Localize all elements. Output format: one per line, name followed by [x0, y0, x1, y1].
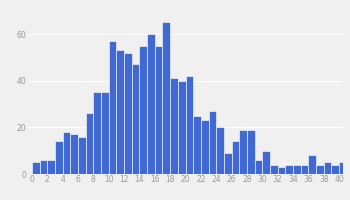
Bar — [139, 46, 147, 174]
Bar — [308, 155, 316, 174]
Bar — [63, 132, 70, 174]
Bar — [124, 53, 132, 174]
Bar — [178, 81, 186, 174]
Bar — [209, 111, 216, 174]
Bar — [285, 165, 293, 174]
Bar — [78, 137, 86, 174]
Bar — [278, 167, 285, 174]
Bar — [255, 160, 262, 174]
Bar — [347, 162, 350, 174]
Bar — [293, 165, 301, 174]
Bar — [270, 165, 278, 174]
Bar — [232, 141, 239, 174]
Bar — [186, 76, 193, 174]
Bar — [70, 134, 78, 174]
Bar — [108, 41, 116, 174]
Bar — [101, 92, 108, 174]
Bar — [162, 22, 170, 174]
Bar — [239, 130, 247, 174]
Bar — [116, 50, 124, 174]
Bar — [301, 165, 308, 174]
Bar — [155, 46, 162, 174]
Bar — [247, 130, 255, 174]
Bar — [132, 64, 139, 174]
Bar — [216, 127, 224, 174]
Bar — [47, 160, 55, 174]
Bar — [32, 162, 40, 174]
Bar — [170, 78, 178, 174]
Bar — [339, 162, 347, 174]
Bar — [193, 116, 201, 174]
Bar — [262, 151, 270, 174]
Bar — [93, 92, 101, 174]
Bar — [147, 34, 155, 174]
Bar — [331, 165, 339, 174]
Bar — [55, 141, 63, 174]
Bar — [324, 162, 331, 174]
Bar — [201, 120, 209, 174]
Bar — [316, 165, 324, 174]
Bar — [86, 113, 93, 174]
Bar — [224, 153, 232, 174]
Bar — [40, 160, 47, 174]
